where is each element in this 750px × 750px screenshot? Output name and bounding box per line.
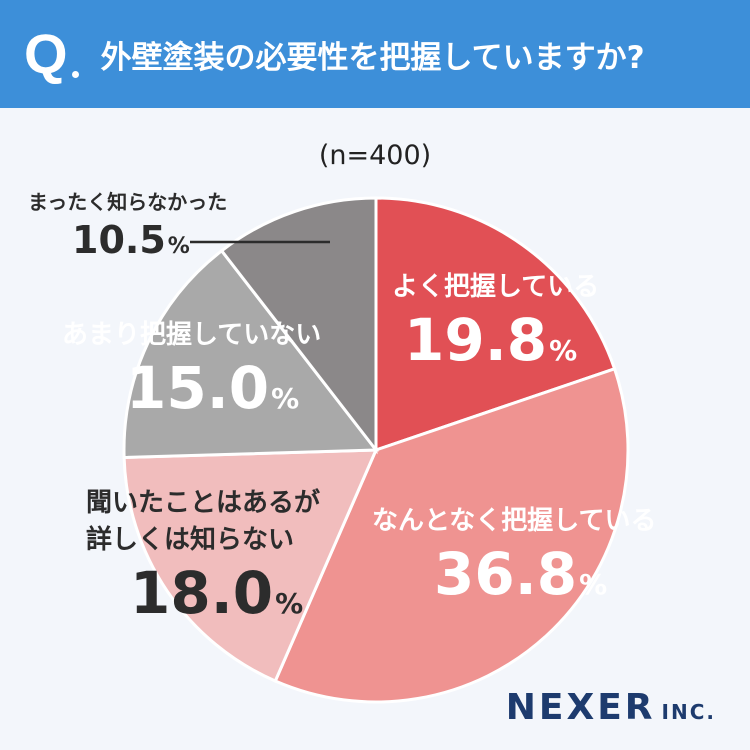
nexer-logo: NEXER INC.: [506, 687, 716, 728]
pie-slice-somewhat-understood: [273, 366, 630, 704]
label-well-understood-category: よく把握している: [392, 272, 600, 302]
percent-unit: %: [549, 334, 578, 367]
label-not-understood-category: あまり把握していない: [62, 320, 322, 350]
percent-unit: %: [271, 382, 300, 415]
label-somewhat-understood-value: 36.8: [434, 540, 578, 608]
sample-size: (n=400): [318, 140, 432, 171]
label-not-known-category: まったく知らなかった: [28, 190, 228, 214]
pie-slice-not-understood: [122, 248, 379, 460]
label-somewhat-understood: なんとなく把握している 36.8%: [372, 500, 656, 603]
pie-slice-heard-of: [122, 448, 379, 683]
header-banner: Q 外壁塗装の必要性を把握していますか?: [0, 0, 750, 108]
label-heard-of-value: 18.0: [130, 559, 274, 627]
percent-unit: %: [275, 587, 304, 620]
logo-sub: INC.: [661, 700, 716, 724]
logo-main: NEXER: [505, 687, 656, 728]
label-heard-of-category-line2: 詳しくは知らない: [86, 525, 295, 555]
label-well-understood: よく把握している 19.8%: [392, 266, 599, 369]
label-heard-of: 聞いたことはあるが 詳しくは知らない 18.0%: [86, 482, 320, 622]
label-well-understood-value: 19.8: [404, 306, 548, 374]
q-dot-decoration: [71, 71, 79, 78]
question-title: 外壁塗装の必要性を把握していますか?: [100, 39, 645, 76]
percent-unit: %: [167, 234, 190, 259]
pie-slice-well-understood: [374, 196, 617, 453]
pie-slice-not-known: [219, 196, 378, 455]
label-not-understood-value: 15.0: [126, 354, 270, 422]
percent-unit: %: [579, 568, 608, 601]
label-somewhat-understood-category: なんとなく把握している: [372, 506, 657, 536]
label-heard-of-category-line1: 聞いたことはあるが: [86, 488, 321, 518]
label-not-understood: あまり把握していない 15.0%: [62, 314, 321, 417]
label-not-known-value: 10.5: [72, 218, 166, 262]
label-not-known: まったく知らなかった 10.5%: [28, 186, 227, 259]
q-mark: Q: [24, 22, 68, 85]
